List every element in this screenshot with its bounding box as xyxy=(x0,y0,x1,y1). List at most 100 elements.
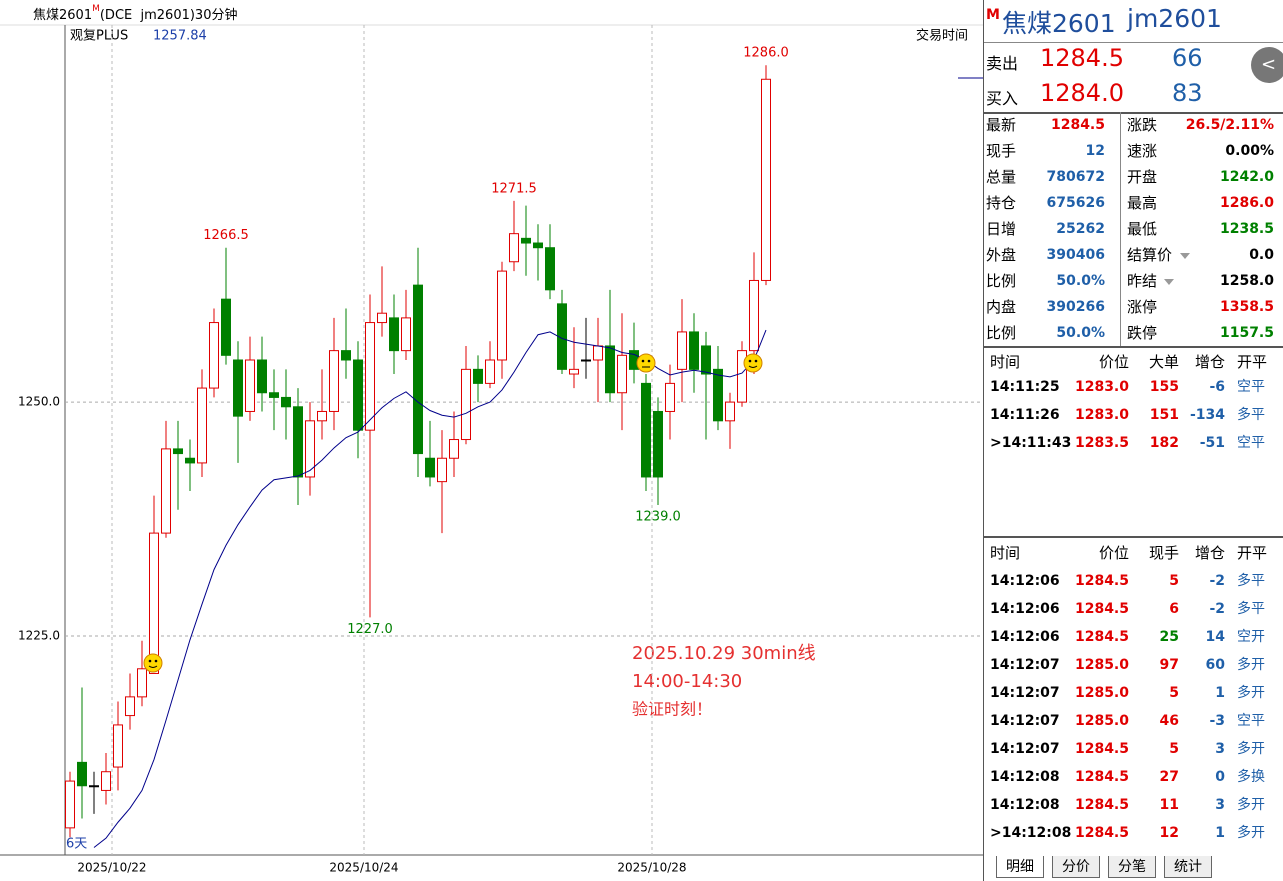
candle xyxy=(161,420,171,538)
table-cell: 多平 xyxy=(1237,407,1265,423)
candle xyxy=(677,299,687,403)
candle-body xyxy=(521,237,531,244)
candle xyxy=(629,322,639,384)
candle xyxy=(377,266,387,337)
table-cell: 14 xyxy=(1205,629,1225,645)
period-label: 6天 xyxy=(66,837,87,852)
stat-value: 25262 xyxy=(1056,221,1105,237)
stat-value: 50.0% xyxy=(1056,273,1105,289)
stat-value: 390266 xyxy=(1046,299,1105,315)
tab[interactable]: 统计 xyxy=(1164,856,1212,878)
chart: 观复PLUS 1257.84 交易时间 6天 2025.10.29 30min线… xyxy=(0,24,983,875)
tab[interactable]: 分笔 xyxy=(1108,856,1156,878)
table-cell: 多换 xyxy=(1237,769,1265,785)
candle xyxy=(653,397,663,506)
candle xyxy=(281,369,291,440)
table-cell: 多开 xyxy=(1237,797,1265,813)
stat-label: 最高 xyxy=(1127,194,1158,212)
table-cell: 多开 xyxy=(1237,685,1265,701)
table-header: 现手 xyxy=(1148,544,1179,562)
candle-body xyxy=(593,345,603,361)
table-cell: 151 xyxy=(1149,407,1179,423)
table-cell: 1284.5 xyxy=(1074,573,1129,589)
stat-value: 780672 xyxy=(1046,169,1105,185)
stat-label: 涨停 xyxy=(1127,298,1158,316)
table-cell: >14:11:43 xyxy=(990,435,1072,451)
candle xyxy=(617,313,627,431)
table-cell: 1283.5 xyxy=(1074,435,1129,451)
candle xyxy=(641,374,651,491)
table-cell: 3 xyxy=(1215,741,1225,757)
table-header: 价位 xyxy=(1098,544,1129,562)
stat-label: 结算价 xyxy=(1127,246,1173,264)
candle xyxy=(305,402,315,496)
table-cell: 空平 xyxy=(1237,379,1265,395)
candle xyxy=(425,420,435,487)
candle-body xyxy=(689,331,699,370)
candle xyxy=(149,495,159,674)
candle-body xyxy=(485,359,495,384)
candle-body xyxy=(365,322,375,431)
table-cell: 1283.0 xyxy=(1074,379,1129,395)
badge: M xyxy=(986,7,1000,23)
stat-label: 内盘 xyxy=(986,298,1017,316)
table-cell: 1284.5 xyxy=(1074,825,1129,841)
candle xyxy=(413,247,423,477)
table-cell: 6 xyxy=(1169,601,1179,617)
stat-value: 50.0% xyxy=(1056,325,1105,341)
table-cell: 多平 xyxy=(1237,573,1265,589)
candle-body xyxy=(341,350,351,361)
candle xyxy=(401,289,411,360)
candle-body xyxy=(581,359,591,362)
candle-body xyxy=(677,331,687,370)
table-cell: 25 xyxy=(1159,629,1179,645)
candle xyxy=(245,336,255,421)
candle-body xyxy=(281,396,291,408)
stat-label: 持仓 xyxy=(986,194,1017,212)
table-cell: 1284.5 xyxy=(1074,769,1129,785)
candle xyxy=(269,369,279,431)
high-label: 1266.5 xyxy=(203,228,249,243)
stat-value: 1157.5 xyxy=(1219,325,1274,341)
table-cell: 5 xyxy=(1169,741,1179,757)
candle-body xyxy=(101,771,111,791)
candle-body xyxy=(701,345,711,375)
table-cell: 27 xyxy=(1159,769,1179,785)
table-cell: 1283.0 xyxy=(1074,407,1129,423)
ask-volume: 66 xyxy=(1172,44,1203,72)
candle-body xyxy=(173,448,183,455)
subtitle: (DCE jm2601)30分钟 xyxy=(99,8,238,23)
candle-body xyxy=(545,247,555,291)
table-cell: 14:12:06 xyxy=(990,629,1060,645)
candle-body xyxy=(449,439,459,459)
tab[interactable]: 明细 xyxy=(996,856,1044,878)
tab[interactable]: 分价 xyxy=(1052,856,1100,878)
table-header: 时间 xyxy=(990,353,1021,371)
candle xyxy=(461,345,471,445)
candle-body xyxy=(749,279,759,352)
candle-body xyxy=(269,392,279,398)
bid-volume: 83 xyxy=(1172,79,1203,107)
candle-body xyxy=(533,242,543,249)
stat-label: 昨结 xyxy=(1127,272,1158,290)
candle-body xyxy=(377,312,387,324)
candle xyxy=(257,336,267,412)
candle xyxy=(689,313,699,393)
low-label: 1239.0 xyxy=(635,510,681,525)
candle-body xyxy=(317,410,327,422)
separator xyxy=(984,346,1283,348)
stat-value: 1284.5 xyxy=(1050,117,1105,133)
table-cell: 14:12:07 xyxy=(990,685,1060,701)
stat-label: 最低 xyxy=(1127,220,1158,238)
collapse-button[interactable]: < xyxy=(1251,47,1283,83)
table-cell: -3 xyxy=(1209,713,1225,729)
candle xyxy=(437,430,447,534)
candle xyxy=(65,771,75,838)
candle xyxy=(293,388,303,506)
table-cell: 1 xyxy=(1215,685,1225,701)
candle xyxy=(557,289,567,375)
candle-body xyxy=(353,359,363,431)
table-cell: 空平 xyxy=(1237,435,1265,451)
candle-body xyxy=(137,668,147,698)
y-tick-label: 1250.0 xyxy=(18,395,60,409)
